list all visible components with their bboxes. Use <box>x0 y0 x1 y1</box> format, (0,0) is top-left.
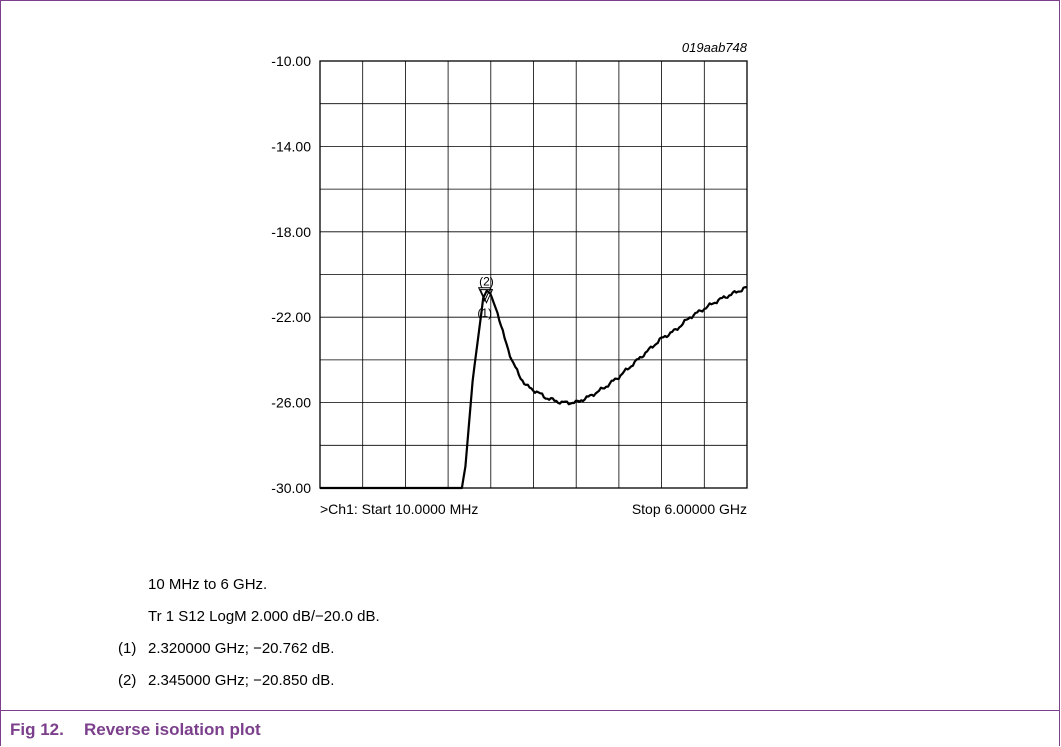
figure-id-label: 019aab748 <box>682 40 748 55</box>
note-marker1-value: 2.320000 GHz; −20.762 dB. <box>148 640 335 657</box>
note-trace-settings: Tr 1 S12 LogM 2.000 dB/−20.0 dB. <box>148 608 380 625</box>
y-tick-label: -26.00 <box>271 395 311 411</box>
figure-caption: Fig 12. Reverse isolation plot <box>0 710 1060 746</box>
y-tick-label: -10.00 <box>271 53 311 69</box>
note-marker1-number: (1) <box>118 640 137 657</box>
y-tick-label: -30.00 <box>271 480 311 496</box>
note-marker2-number: (2) <box>118 672 137 689</box>
plot-border <box>319 60 748 489</box>
chart-grid <box>320 61 747 488</box>
note-range: 10 MHz to 6 GHz. <box>148 576 268 593</box>
stop-frequency-label: Stop 6.00000 GHz <box>632 501 747 517</box>
y-tick-labels: -10.00 -14.00 -18.00 -22.00 -26.00 -30.00 <box>271 53 311 496</box>
note-marker2-value: 2.345000 GHz; −20.850 dB. <box>148 672 335 689</box>
figure-number: Fig 12. <box>10 720 64 739</box>
y-tick-label: -22.00 <box>271 309 311 325</box>
reverse-isolation-chart: -10.00 -14.00 -18.00 -22.00 -26.00 -30.00 (2)… <box>271 40 748 517</box>
figure-title: Reverse isolation plot <box>84 720 261 739</box>
y-tick-label: -14.00 <box>271 138 311 154</box>
trace-markers: (2) (1) <box>477 275 493 320</box>
marker-triangle <box>477 287 492 302</box>
marker-triangle <box>479 289 494 304</box>
marker-label: (1) <box>477 306 492 320</box>
s12-trace-line <box>320 286 748 490</box>
marker-label: (2) <box>479 275 494 289</box>
y-tick-label: -18.00 <box>271 224 311 240</box>
start-frequency-label: >Ch1: Start 10.0000 MHz <box>320 501 478 517</box>
